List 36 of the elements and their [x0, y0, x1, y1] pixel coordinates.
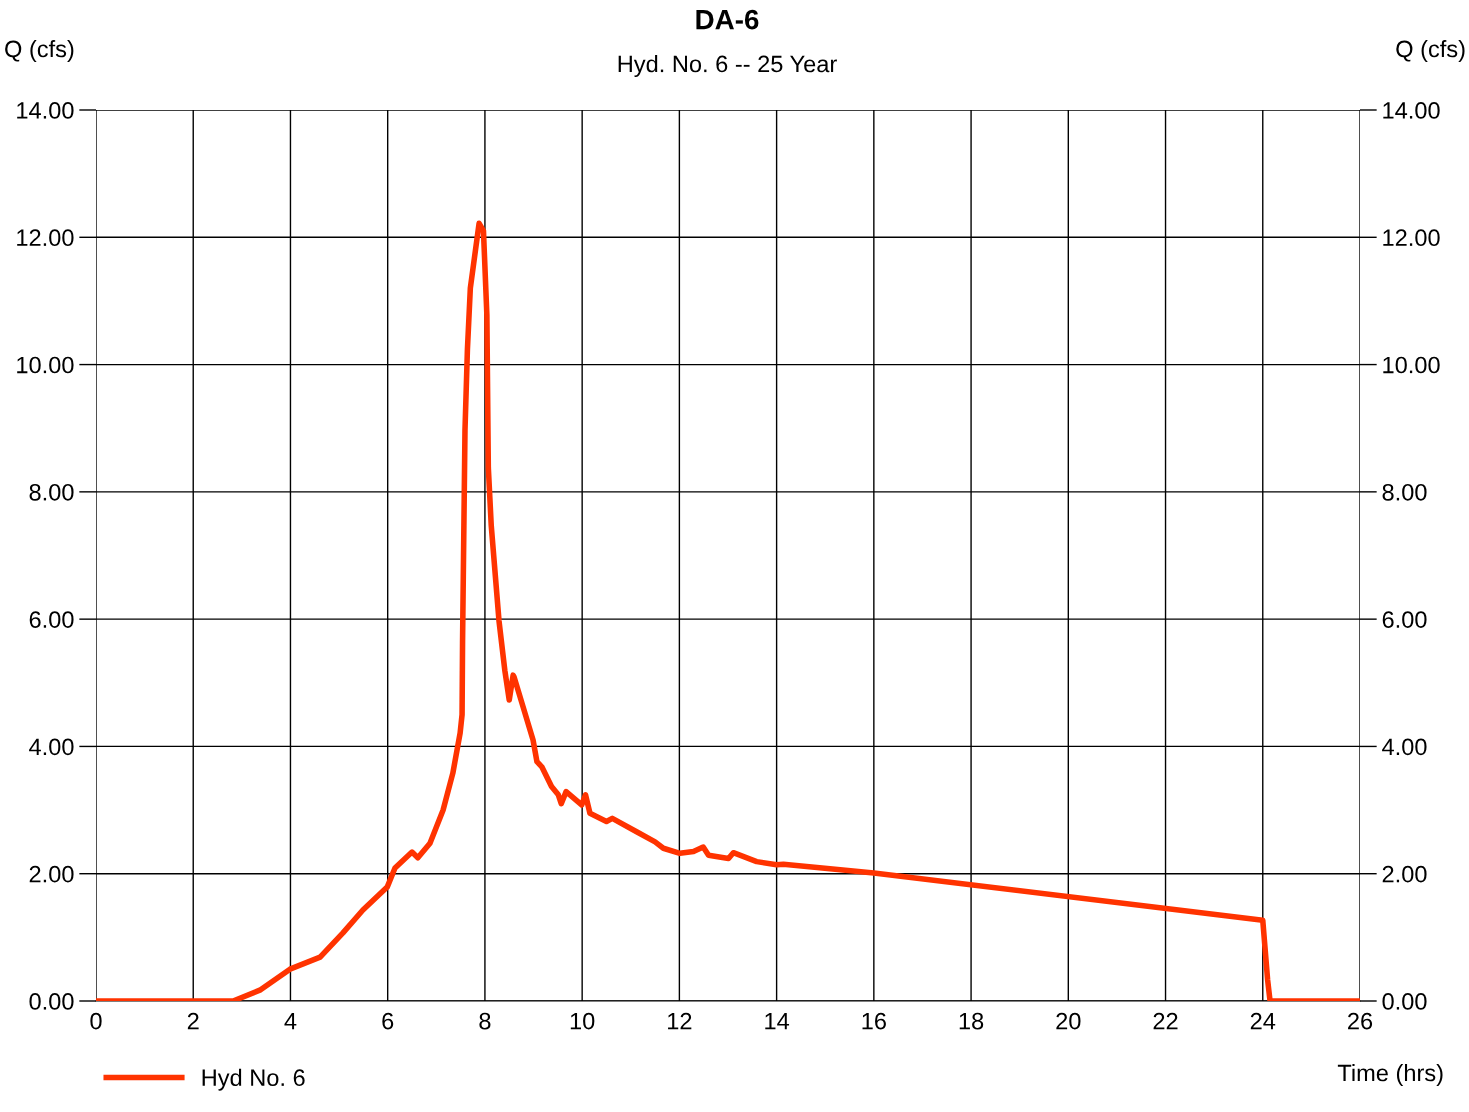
x-tick-label: 26 — [1348, 1012, 1373, 1030]
y2-tick-label: 12.00 — [1383, 229, 1440, 247]
y-tick-label: 14.00 — [17, 102, 74, 119]
x-tick-label: 16 — [862, 1012, 886, 1030]
x-tick-label: 6 — [382, 1012, 394, 1030]
x-tick-label: 8 — [479, 1012, 491, 1030]
y-tick-label: 12.00 — [17, 229, 74, 247]
y2-tick-label: 10.00 — [1383, 356, 1440, 374]
y-tick-label: 8.00 — [29, 483, 74, 501]
y-tick-label: 0.00 — [29, 993, 74, 1010]
y-tick-label: 4.00 — [29, 738, 74, 756]
y2-tick-label: 0.00 — [1382, 993, 1427, 1010]
x-tick-label: 24 — [1250, 1012, 1276, 1030]
chart-title: DA-6 — [696, 9, 759, 30]
y-tick-label: 2.00 — [29, 865, 74, 883]
y-tick-label: 10.00 — [17, 356, 74, 374]
x-tick-label: 0 — [90, 1012, 102, 1030]
x-tick-label: 4 — [284, 1012, 297, 1030]
x-tick-label: 2 — [187, 1012, 199, 1030]
y2-axis-title: Q (cfs) — [1396, 40, 1465, 62]
y2-tick-label: 4.00 — [1382, 738, 1427, 756]
y2-tick-label: 2.00 — [1382, 865, 1427, 883]
x-axis-title: Time (hrs) — [1337, 1063, 1443, 1086]
y2-tick-label: 6.00 — [1382, 611, 1427, 628]
x-tick-label: 22 — [1153, 1012, 1178, 1030]
x-tick-label: 18 — [959, 1012, 984, 1030]
x-tick-label: 12 — [668, 1012, 692, 1030]
y2-tick-label: 14.00 — [1383, 102, 1440, 119]
x-tick-label: 20 — [1056, 1012, 1081, 1030]
y2-tick-label: 8.00 — [1382, 483, 1427, 501]
x-tick-label: 10 — [570, 1012, 595, 1030]
x-tick-label: 14 — [765, 1012, 790, 1030]
chart-subtitle: Hyd. No. 6 -- 25 Year — [618, 55, 837, 78]
y-tick-label: 6.00 — [29, 611, 74, 628]
y-axis-title: Q (cfs) — [5, 40, 74, 62]
legend-label: Hyd No. 6 — [202, 1068, 305, 1091]
